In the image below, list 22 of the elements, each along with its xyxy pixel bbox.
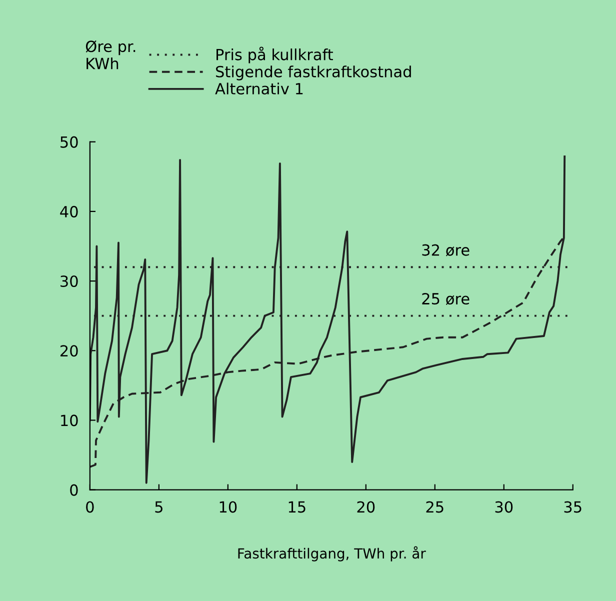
legend-label: Pris på kullkraft <box>216 46 333 64</box>
x-tick-label: 10 <box>220 501 237 513</box>
legend-label: Alternativ 1 <box>215 82 303 94</box>
x-tick-label: 35 <box>564 501 582 513</box>
x-tick-label: 5 <box>155 501 162 513</box>
y-tick-label: 0 <box>70 484 78 496</box>
y-tick-label: 10 <box>61 414 78 426</box>
y-tick-label: 40 <box>60 206 78 218</box>
y-tick-label: 50 <box>60 136 78 148</box>
annotation: 25 øre <box>422 292 470 306</box>
x-tick-label: 20 <box>357 501 375 513</box>
x-tick-label: 0 <box>86 501 94 513</box>
y-tick-label: 30 <box>60 275 78 288</box>
x-tick-label: 15 <box>288 501 306 513</box>
line-series <box>90 155 566 484</box>
annotation: 32 øre <box>422 244 470 256</box>
x-tick-label: 30 <box>495 501 513 513</box>
y-axis-title: Øre pr. KWh <box>86 40 136 70</box>
x-axis-title: Fastkrafttilgang, TWh pr. år <box>238 546 426 562</box>
legend-label: Stigende fastkraftkostnad <box>216 66 411 80</box>
y-tick-label: 20 <box>60 345 78 357</box>
x-tick-label: 25 <box>426 501 444 513</box>
